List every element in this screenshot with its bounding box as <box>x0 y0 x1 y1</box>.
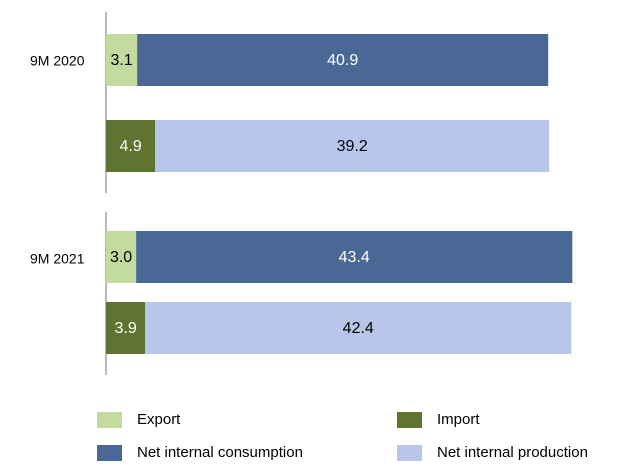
data-label-net-internal-consumption: 43.4 <box>339 249 370 266</box>
legend-swatch-net-internal-production <box>397 445 422 461</box>
group-label: 9M 2021 <box>30 251 85 267</box>
data-label-net-internal-consumption: 40.9 <box>327 52 358 69</box>
data-label-import: 4.9 <box>119 138 141 155</box>
legend-label-net-internal-production: Net internal production <box>437 444 588 461</box>
bar-segment-import <box>106 120 156 172</box>
group-label: 9M 2020 <box>30 53 85 69</box>
legend-swatch-net-internal-consumption <box>97 445 122 461</box>
bar-segment-net-internal-production <box>145 302 572 354</box>
legend: Export Import Net internal consumption Net … <box>97 411 588 461</box>
data-label-net-internal-production: 42.4 <box>343 320 374 337</box>
legend-swatch-export <box>97 412 122 428</box>
bar-segment-net-internal-consumption <box>137 34 549 86</box>
data-label-export: 3.0 <box>110 249 132 266</box>
bar-segment-export <box>106 231 137 283</box>
bar-labels-group: 3.1 40.9 4.9 39.2 3.0 43.4 3.9 42.4 <box>110 52 374 337</box>
bar-segment-import <box>106 302 146 354</box>
legend-label-export: Export <box>137 411 181 428</box>
bar-segment-export <box>106 34 138 86</box>
legend-swatch-import <box>397 412 422 428</box>
bar-segment-net-internal-consumption <box>136 231 573 283</box>
data-label-import: 3.9 <box>114 320 136 337</box>
bars-group <box>106 34 573 354</box>
group-labels-group: 9M 2020 9M 2021 <box>30 53 85 267</box>
bar-segment-net-internal-production <box>155 120 550 172</box>
data-label-export: 3.1 <box>110 52 132 69</box>
data-label-net-internal-production: 39.2 <box>337 138 368 155</box>
legend-label-net-internal-consumption: Net internal consumption <box>137 444 303 461</box>
legend-label-import: Import <box>437 411 480 428</box>
